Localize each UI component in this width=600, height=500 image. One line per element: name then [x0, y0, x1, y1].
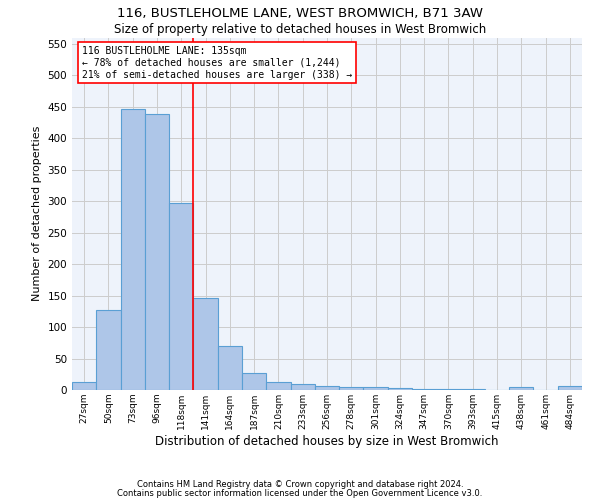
Bar — [193, 298, 218, 390]
Bar — [388, 388, 412, 390]
Text: Size of property relative to detached houses in West Bromwich: Size of property relative to detached ho… — [114, 22, 486, 36]
Bar — [339, 387, 364, 390]
Bar — [121, 108, 145, 390]
Text: Contains HM Land Registry data © Crown copyright and database right 2024.: Contains HM Land Registry data © Crown c… — [137, 480, 463, 489]
Bar — [242, 373, 266, 390]
Text: 116, BUSTLEHOLME LANE, WEST BROMWICH, B71 3AW: 116, BUSTLEHOLME LANE, WEST BROMWICH, B7… — [117, 8, 483, 20]
Bar — [509, 387, 533, 390]
Bar — [218, 346, 242, 390]
Bar — [72, 382, 96, 390]
Y-axis label: Number of detached properties: Number of detached properties — [32, 126, 42, 302]
Text: 116 BUSTLEHOLME LANE: 135sqm
← 78% of detached houses are smaller (1,244)
21% of: 116 BUSTLEHOLME LANE: 135sqm ← 78% of de… — [82, 46, 352, 80]
Bar — [290, 384, 315, 390]
X-axis label: Distribution of detached houses by size in West Bromwich: Distribution of detached houses by size … — [155, 434, 499, 448]
Bar — [96, 310, 121, 390]
Bar — [169, 203, 193, 390]
Bar — [364, 388, 388, 390]
Bar — [266, 382, 290, 390]
Text: Contains public sector information licensed under the Open Government Licence v3: Contains public sector information licen… — [118, 488, 482, 498]
Bar — [145, 114, 169, 390]
Bar — [315, 386, 339, 390]
Bar — [558, 386, 582, 390]
